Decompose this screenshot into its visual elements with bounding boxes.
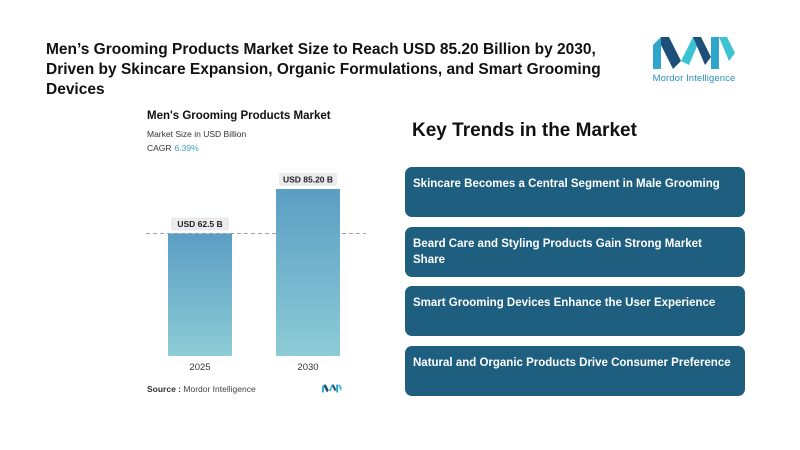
trend-card-4: Natural and Organic Products Drive Consu… — [405, 346, 745, 396]
mordor-intelligence-logo: Mordor Intelligence — [649, 33, 739, 89]
mordor-intelligence-logo-icon — [653, 37, 735, 69]
chart-subtitle: Market Size in USD Billion — [147, 129, 247, 139]
logo-text: Mordor Intelligence — [652, 73, 736, 84]
data-label-2025: USD 62.5 B — [177, 219, 222, 229]
x-tick-label-2025: 2025 — [189, 362, 210, 373]
data-label-2030: USD 85.20 B — [283, 175, 333, 185]
cagr-label: CAGR — [147, 143, 172, 153]
trends-heading: Key Trends in the Market — [412, 120, 637, 141]
cagr: CAGR 6.39% — [147, 143, 199, 153]
bar-2025 — [168, 233, 232, 356]
trend-card-2: Beard Care and Styling Products Gain Str… — [405, 227, 745, 277]
bar-chart: USD 62.5 B 2025 USD 85.20 B 2030 — [146, 173, 366, 373]
chart-title: Men's Grooming Products Market — [147, 110, 331, 122]
source-label: Source : — [147, 384, 182, 394]
cagr-value: 6.39% — [174, 143, 199, 153]
data-label-bg-2025 — [171, 217, 229, 231]
headline: Men’s Grooming Products Market Size to R… — [46, 41, 601, 98]
source-logo-icon — [321, 384, 343, 393]
source-text: Mordor Intelligence — [183, 384, 256, 394]
bar-2030 — [276, 189, 340, 356]
source: Source : Mordor Intelligence — [147, 384, 256, 394]
x-tick-label-2030: 2030 — [297, 362, 318, 373]
trend-card-1: Skincare Becomes a Central Segment in Ma… — [405, 167, 745, 217]
data-label-bg-2030 — [279, 173, 337, 187]
trend-card-3: Smart Grooming Devices Enhance the User … — [405, 286, 745, 336]
